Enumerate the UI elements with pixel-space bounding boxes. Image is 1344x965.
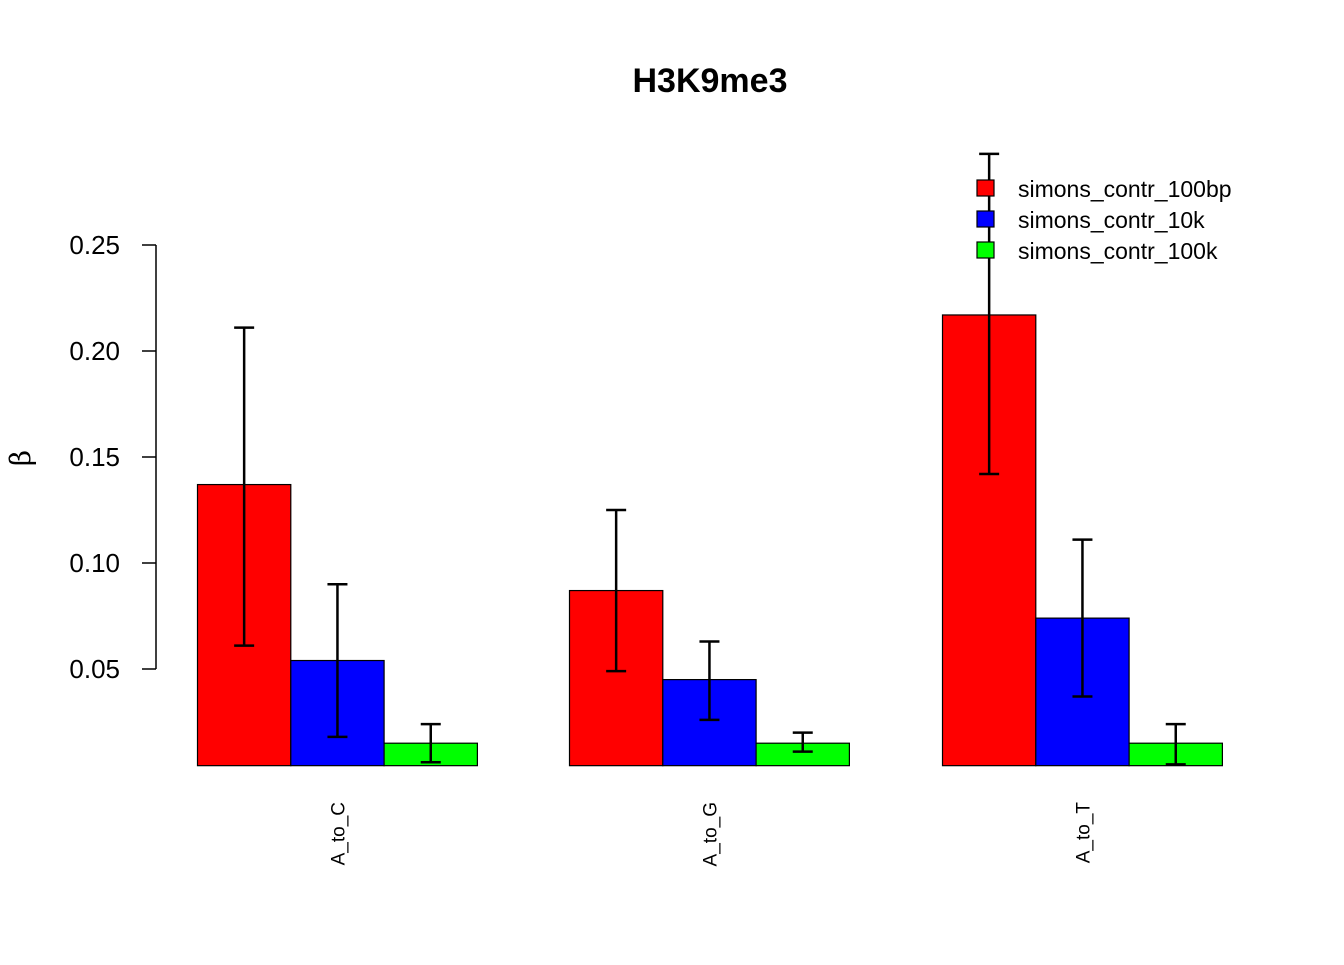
y-axis-label: β bbox=[4, 450, 37, 466]
x-tick-label-A_to_G: A_to_G bbox=[700, 802, 721, 866]
legend-swatch-simons_contr_100bp bbox=[976, 179, 995, 197]
legend-swatch-simons_contr_100k bbox=[976, 241, 995, 259]
chart-title: H3K9me3 bbox=[633, 62, 788, 100]
error-bars-group bbox=[234, 152, 1186, 766]
y-tick-label: 0.15 bbox=[69, 442, 120, 472]
y-tick-label: 0.20 bbox=[69, 336, 120, 366]
legend-label-simons_contr_10k: simons_contr_10k bbox=[1018, 207, 1205, 233]
y-tick-label: 0.10 bbox=[69, 548, 120, 578]
y-tick-label: 0.25 bbox=[69, 230, 120, 260]
y-tick-label: 0.05 bbox=[69, 654, 120, 684]
x-tick-label-A_to_T: A_to_T bbox=[1073, 802, 1094, 864]
legend-label-simons_contr_100k: simons_contr_100k bbox=[1018, 238, 1218, 264]
x-tick-label-A_to_C: A_to_C bbox=[328, 802, 349, 865]
legend-swatch-simons_contr_10k bbox=[976, 210, 995, 228]
legend: simons_contr_100bp simons_contr_10ksimons… bbox=[976, 176, 1232, 264]
legend-label-simons_contr_100bp: simons_contr_100bp bbox=[1018, 176, 1232, 202]
y-axis: 0.05 0.10 0.15 0.20 0.25 bbox=[69, 230, 157, 684]
x-tick-labels: A_to_C A_to_G A_to_T bbox=[328, 802, 1094, 867]
